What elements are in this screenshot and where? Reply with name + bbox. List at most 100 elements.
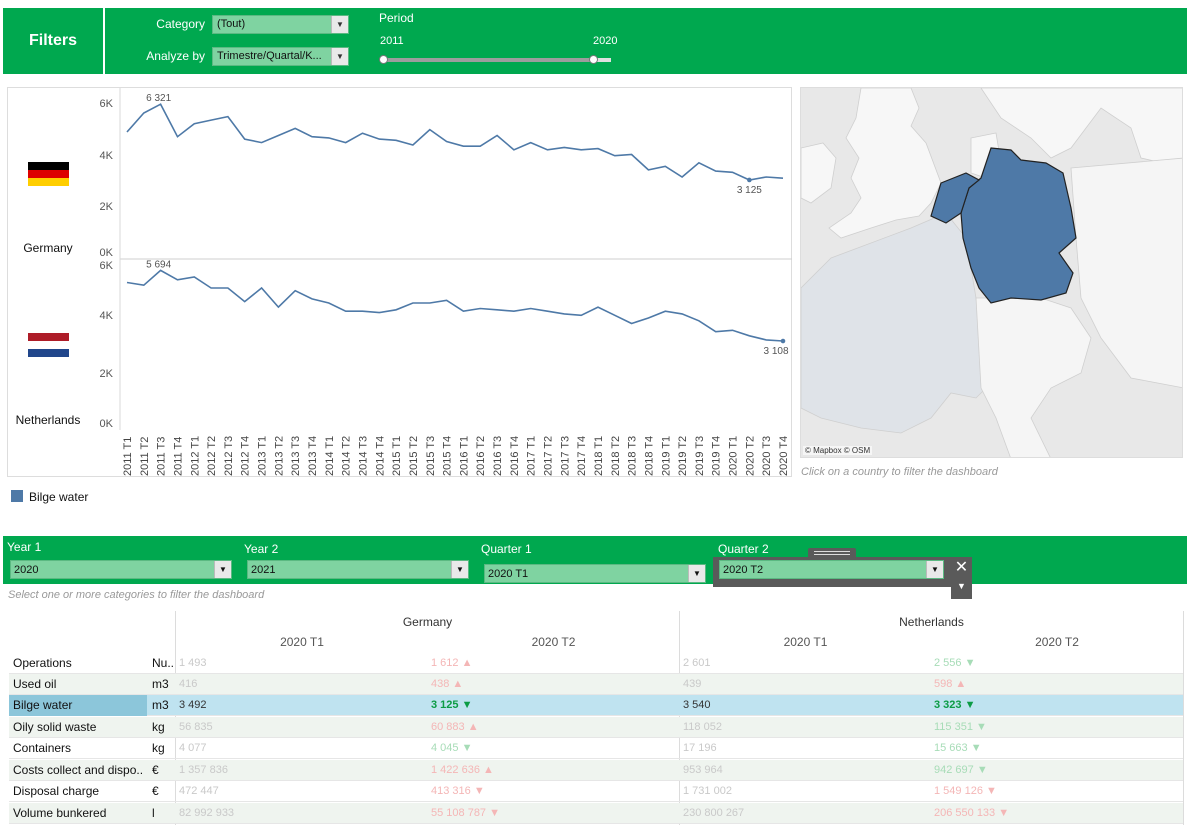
x-tick-label: 2013 T3: [290, 436, 302, 476]
series-line-netherlands: [126, 269, 784, 342]
x-tick-label: 2014 T4: [374, 436, 386, 476]
legend-swatch[interactable]: [11, 490, 23, 502]
row-label[interactable]: Oily solid waste: [13, 720, 97, 734]
de-t2-value: 1 422 636 ▲: [431, 764, 494, 776]
x-tick-label: 2013 T1: [257, 436, 269, 476]
table-row[interactable]: Volume bunkered l 82 992 933 55 108 787 ▼ 23…: [9, 803, 1183, 824]
x-tick-label: 2013 T4: [307, 436, 319, 476]
x-tick-label: 2016 T3: [492, 436, 504, 476]
period-slider-end-handle[interactable]: [589, 55, 598, 64]
flag-stripe: [28, 162, 69, 170]
drag-handle[interactable]: [808, 548, 856, 557]
great-britain-shape: [828, 88, 942, 239]
europe-map: [801, 88, 1182, 457]
chevron-down-icon[interactable]: ▼: [331, 48, 348, 65]
nl-t1-value: 953 964: [683, 764, 723, 776]
legend-label[interactable]: Bilge water: [29, 490, 89, 504]
nl-t1-value: 1 731 002: [683, 785, 732, 797]
x-tick-label: 2016 T2: [475, 436, 487, 476]
row-label[interactable]: Costs collect and dispo..: [13, 763, 144, 777]
period-slider[interactable]: [383, 58, 611, 62]
table-row[interactable]: Oily solid waste kg 56 835 60 883 ▲ 118 052 1…: [9, 717, 1183, 738]
year1-dropdown[interactable]: 2020 ▼: [10, 560, 232, 579]
ireland-shape: [801, 142, 837, 204]
x-tick-label: 2014 T3: [357, 436, 369, 476]
x-tick-label: 2011 T3: [156, 437, 168, 476]
map-panel[interactable]: © Mapbox © OSM: [800, 87, 1183, 458]
quarter1-value: 2020 T1: [488, 568, 529, 580]
table-row[interactable]: Costs collect and dispo.. €1 357 836 1 422…: [9, 760, 1183, 781]
table-row[interactable]: Used oil m3 416 438 ▲ 439 598 ▲: [9, 674, 1183, 695]
row-label[interactable]: Disposal charge: [13, 784, 100, 798]
x-tick-label: 2018 T3: [627, 436, 639, 476]
row-label[interactable]: Bilge water: [13, 698, 73, 712]
table-row[interactable]: Containers kg 4 077 4 045 ▼ 17 196 15 663 ▼: [9, 738, 1183, 759]
dropdown-side-panel: ✕ ▼: [951, 557, 972, 599]
de-t1-value: 1 357 836: [179, 764, 228, 776]
filters-divider: [103, 8, 105, 74]
nl-t2-value: 942 697 ▼: [934, 764, 988, 776]
row-label[interactable]: Containers: [13, 741, 72, 755]
france-shape: [801, 212, 997, 434]
table-row[interactable]: Bilge water m3 3 492 3 125 ▼ 3 540 3 323 ▼: [9, 695, 1183, 716]
y-tick-label: 6K: [100, 98, 114, 110]
row-unit: m3: [152, 698, 169, 712]
max-data-label: 6 321: [146, 93, 171, 104]
x-tick-label: 2020 T2: [744, 436, 756, 476]
chevron-down-icon[interactable]: ▼: [957, 581, 966, 591]
germany-label[interactable]: Germany: [23, 241, 73, 255]
x-tick-label: 2019 T2: [677, 436, 689, 476]
last-data-label: 3 108: [763, 346, 788, 357]
chevron-down-icon[interactable]: ▼: [214, 561, 231, 578]
netherlands-shape[interactable]: [930, 172, 981, 224]
quarter2-dropdown[interactable]: 2020 T2 ▼: [719, 560, 944, 579]
x-tick-label: 2011 T4: [172, 437, 184, 476]
nl-t1-value: 439: [683, 678, 702, 690]
x-tick-label: 2014 T1: [324, 436, 336, 476]
germany-shape[interactable]: [960, 147, 1077, 304]
row-label[interactable]: Used oil: [13, 677, 57, 691]
quarter1-dropdown[interactable]: 2020 T1 ▼: [484, 564, 706, 583]
row-unit: l: [152, 806, 155, 820]
row-label[interactable]: Volume bunkered: [13, 806, 107, 820]
germany-flag[interactable]: [28, 162, 69, 186]
x-tick-label: 2020 T4: [778, 436, 790, 476]
x-tick-label: 2018 T1: [593, 436, 605, 476]
row-unit: €: [152, 784, 159, 798]
analyze-by-dropdown[interactable]: Trimestre/Quartal/K... ▼: [212, 47, 349, 66]
chevron-down-icon[interactable]: ▼: [688, 565, 705, 582]
y-tick-label: 6K: [100, 260, 114, 272]
netherlands-flag[interactable]: [28, 333, 69, 357]
x-tick-label: 2020 T1: [728, 436, 740, 476]
quarter-hint: Select one or more categories to filter …: [8, 589, 265, 601]
netherlands-label[interactable]: Netherlands: [15, 413, 81, 427]
nl-t2-value: 2 556 ▼: [934, 657, 976, 669]
nl-t2-value: 598 ▲: [934, 678, 967, 690]
category-value: (Tout): [217, 18, 246, 30]
max-data-label: 5 694: [146, 259, 171, 270]
x-tick-label: 2019 T4: [711, 436, 723, 476]
quarter-filter-bar: Year 1 2020 ▼ Year 2 2021 ▼ Quarter 1 20…: [3, 536, 1187, 584]
x-tick-label: 2016 T4: [509, 436, 521, 476]
table-row[interactable]: Disposal charge €472 447 413 316 ▼ 1 731 00…: [9, 781, 1183, 802]
x-tick-label: 2016 T1: [458, 436, 470, 476]
chevron-down-icon[interactable]: ▼: [451, 561, 468, 578]
chart-panel: [7, 87, 792, 477]
analyze-by-label: Analyze by: [146, 49, 205, 63]
de-t1-value: 4 077: [179, 742, 207, 754]
close-icon[interactable]: ✕: [954, 559, 969, 576]
de-t2-value: 1 612 ▲: [431, 657, 473, 669]
x-tick-label: 2018 T4: [643, 436, 655, 476]
chevron-down-icon[interactable]: ▼: [926, 561, 943, 578]
x-tick-label: 2017 T3: [559, 436, 571, 476]
x-tick-label: 2012 T2: [206, 436, 218, 476]
table-row[interactable]: Operations Nu.. 1 493 1 612 ▲ 2 601 2 556 ▼: [9, 653, 1183, 674]
year2-dropdown[interactable]: 2021 ▼: [247, 560, 469, 579]
row-label[interactable]: Operations: [13, 656, 72, 670]
data-point-marker: [780, 338, 786, 344]
map-hint: Click on a country to filter the dashboa…: [801, 466, 998, 478]
row-unit: m3: [152, 677, 169, 691]
period-slider-start-handle[interactable]: [379, 55, 388, 64]
chevron-down-icon[interactable]: ▼: [331, 16, 348, 33]
category-dropdown[interactable]: (Tout) ▼: [212, 15, 349, 34]
